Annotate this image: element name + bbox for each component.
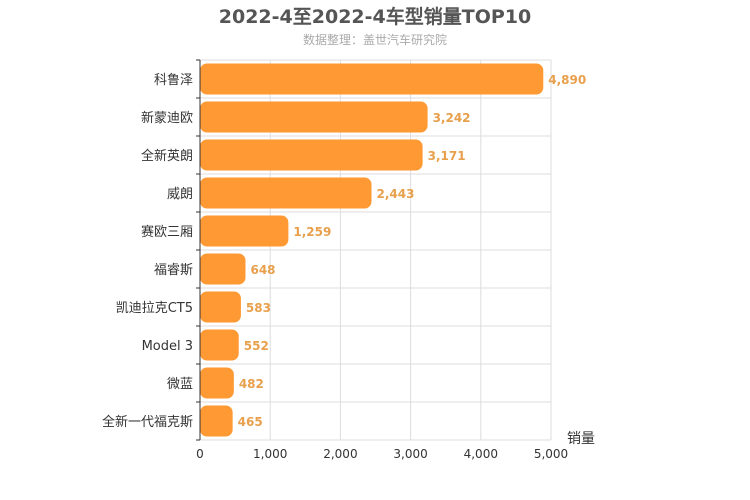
category-label: 新蒙迪欧 xyxy=(141,110,193,126)
chart-title: 2022-4至2022-4车型销量TOP10 xyxy=(218,6,532,28)
data-label: 3,242 xyxy=(433,111,471,125)
data-label: 2,443 xyxy=(376,187,414,201)
data-label: 1,259 xyxy=(293,225,331,239)
x-tick-label: 3,000 xyxy=(393,447,427,461)
bar xyxy=(200,367,234,399)
category-label: 凯迪拉克CT5 xyxy=(116,301,193,316)
bar xyxy=(200,329,239,361)
bar xyxy=(200,405,233,437)
x-tick-label: 4,000 xyxy=(464,447,498,461)
chart-subtitle: 数据整理：盖世汽车研究院 xyxy=(302,33,447,47)
data-label: 482 xyxy=(239,377,264,391)
data-label: 583 xyxy=(246,301,271,315)
x-tick-label: 0 xyxy=(196,447,204,461)
bar xyxy=(200,101,428,133)
category-label: 微蓝 xyxy=(167,377,193,392)
bar xyxy=(200,177,372,209)
category-label: 全新一代福克斯 xyxy=(102,414,193,430)
category-label: 威朗 xyxy=(167,187,193,202)
data-label: 552 xyxy=(244,339,269,353)
category-label: 福睿斯 xyxy=(154,263,193,278)
category-label: 全新英朗 xyxy=(141,148,193,164)
category-label: 科鲁泽 xyxy=(154,73,193,88)
bar xyxy=(200,139,423,171)
category-label: 赛欧三厢 xyxy=(141,224,193,240)
data-label: 4,890 xyxy=(548,73,586,87)
x-axis-label: 销量 xyxy=(567,431,595,447)
data-label: 465 xyxy=(238,415,263,429)
data-label: 3,171 xyxy=(428,149,466,163)
bar xyxy=(200,291,241,323)
x-tick-label: 5,000 xyxy=(534,447,568,461)
x-tick-label: 1,000 xyxy=(253,447,287,461)
x-tick-label: 2,000 xyxy=(323,447,357,461)
bar xyxy=(200,253,246,285)
category-label: Model 3 xyxy=(142,339,193,354)
data-label: 648 xyxy=(250,263,275,277)
bar xyxy=(200,215,289,247)
bar xyxy=(200,63,544,95)
